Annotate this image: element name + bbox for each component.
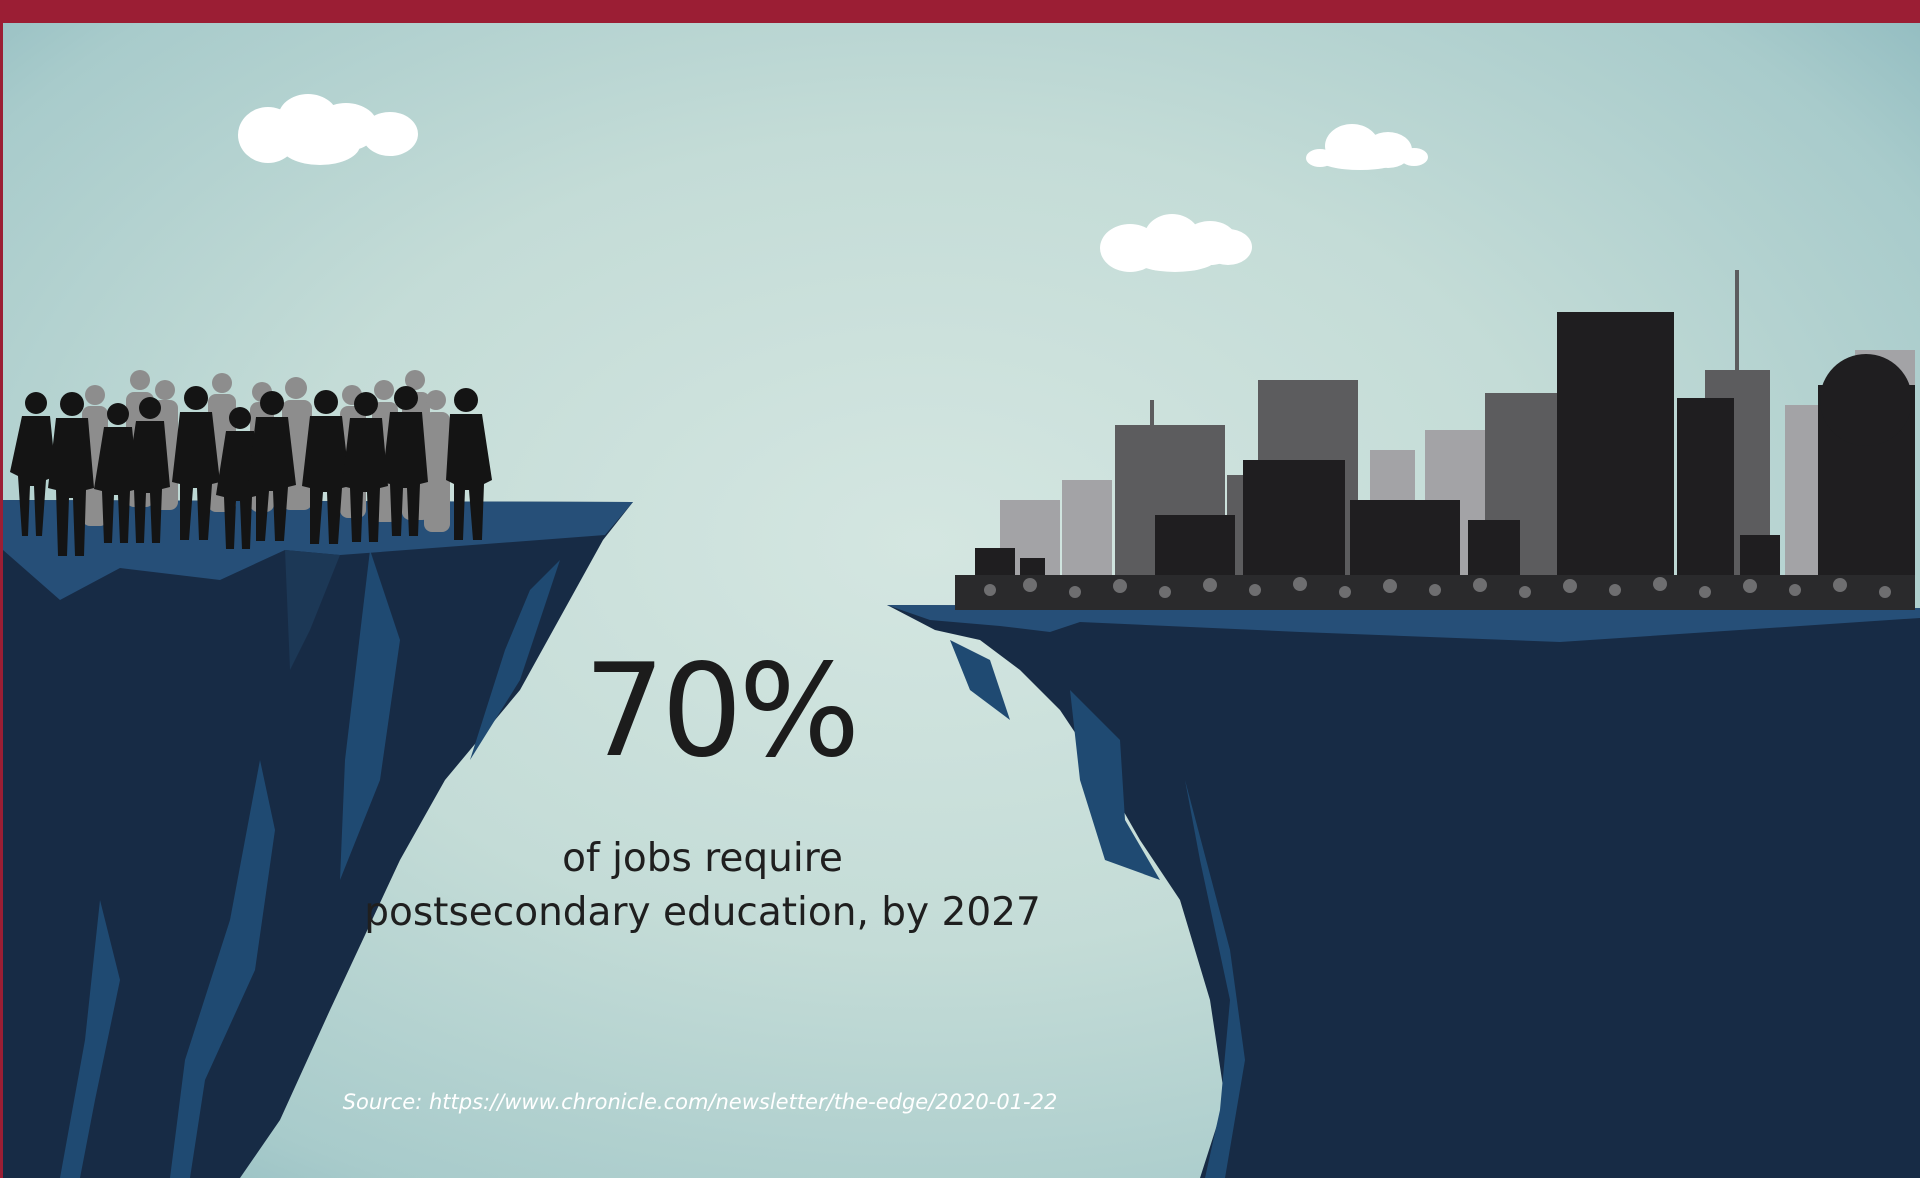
stat-caption-line2: postsecondary education, by 2027 [364,890,1041,935]
stat-caption: of jobs require postsecondary education,… [330,832,1075,940]
crowd-silhouette [10,370,492,556]
source-citation: Source: https://www.chronicle.com/newsle… [342,1090,1058,1114]
shrubs [955,575,1915,610]
stat-value: 70% [583,637,861,786]
cliff-right [887,605,1920,1178]
left-edge [0,0,3,1178]
cloud-icon [238,94,418,165]
top-bar [0,0,1920,23]
cloud-icon [1100,214,1252,272]
cloud-icon [1306,124,1428,170]
city-skyline-silhouette [955,270,1915,610]
stat-caption-line1: of jobs require [562,836,843,881]
